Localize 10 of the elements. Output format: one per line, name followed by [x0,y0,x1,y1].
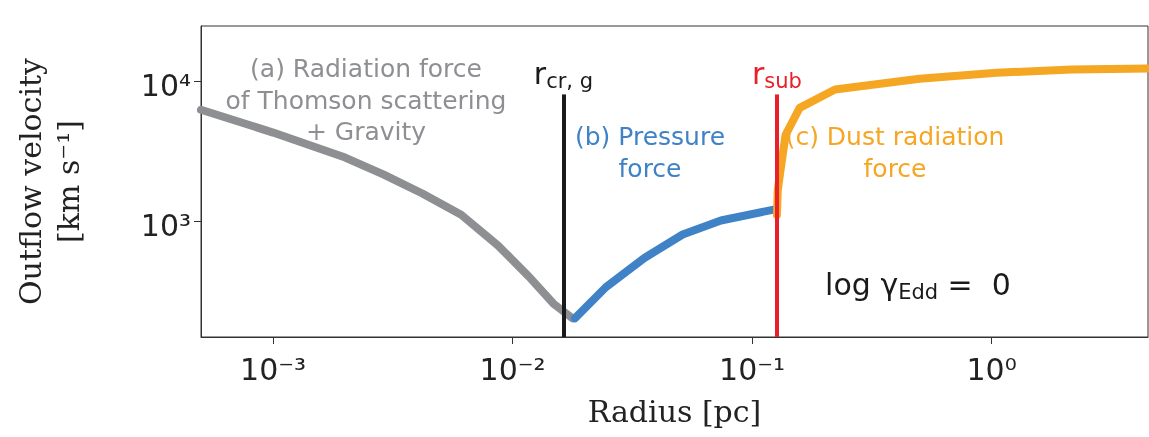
annotation: (a) Radiation force of Thomson scattering + Gravity [225,54,507,146]
annotation: (b) Pressure force [574,122,726,183]
y-axis-title: Outflow velocity [km s⁻¹] [13,57,86,306]
x-tick-label: 10⁻¹ [719,352,786,387]
y-tick-label: 10⁴ [140,67,191,103]
x-axis-title: Radius [pc] [587,394,762,429]
x-tick-label: 10⁰ [966,352,1017,387]
y-tick-label: 10³ [140,207,191,243]
x-tick-label: 10⁻³ [240,352,307,387]
x-tick-label: 10⁻² [479,352,546,387]
